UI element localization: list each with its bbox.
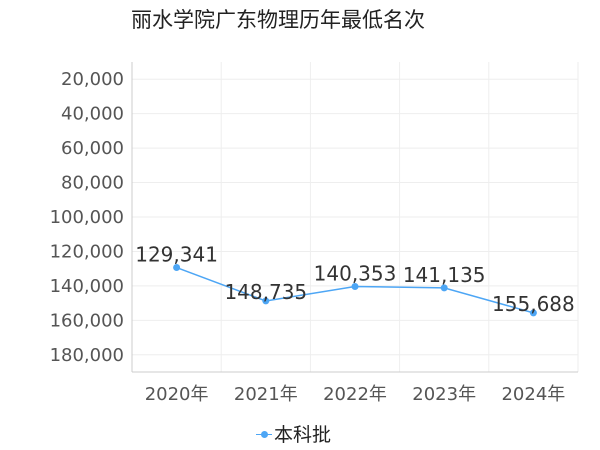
y-tick-label: 140,000	[50, 276, 124, 297]
chart-title: 丽水学院广东物理历年最低名次	[131, 8, 425, 32]
y-tick-label: 100,000	[50, 207, 124, 228]
legend-marker-icon	[256, 429, 272, 439]
x-tick-label: 2024年	[501, 384, 565, 405]
data-point	[262, 297, 270, 305]
x-tick-label: 2020年	[145, 384, 209, 405]
x-axis-ticks: 2020年 2021年 2022年 2023年 2024年	[145, 384, 566, 405]
y-axis-ticks: 20,000 40,000 60,000 80,000 100,000 120,000 14…	[50, 69, 124, 366]
data-point	[351, 282, 359, 290]
x-tick-label: 2023年	[412, 384, 476, 405]
series-layer	[173, 264, 537, 317]
y-tick-label: 40,000	[61, 104, 124, 125]
x-tick-label: 2022年	[323, 384, 387, 405]
data-label: 140,353	[314, 261, 397, 285]
grid	[131, 62, 579, 372]
y-tick-label: 120,000	[50, 241, 124, 262]
data-label: 141,135	[403, 263, 486, 287]
x-tick-label: 2021年	[234, 384, 298, 405]
data-label: 129,341	[135, 243, 218, 267]
legend[interactable]: 本科批	[256, 420, 331, 447]
data-label: 155,688	[492, 292, 575, 316]
axes	[131, 62, 578, 373]
y-tick-label: 60,000	[61, 138, 124, 159]
data-point	[440, 284, 448, 292]
y-tick-label: 160,000	[50, 310, 124, 331]
legend-label: 本科批	[274, 424, 332, 446]
data-point	[529, 309, 537, 317]
y-tick-label: 20,000	[61, 69, 124, 90]
data-label: 148,735	[224, 280, 307, 304]
y-tick-label: 80,000	[61, 173, 124, 194]
y-tick-label: 180,000	[50, 345, 124, 366]
legend-dot	[261, 430, 268, 438]
data-point	[173, 264, 181, 272]
